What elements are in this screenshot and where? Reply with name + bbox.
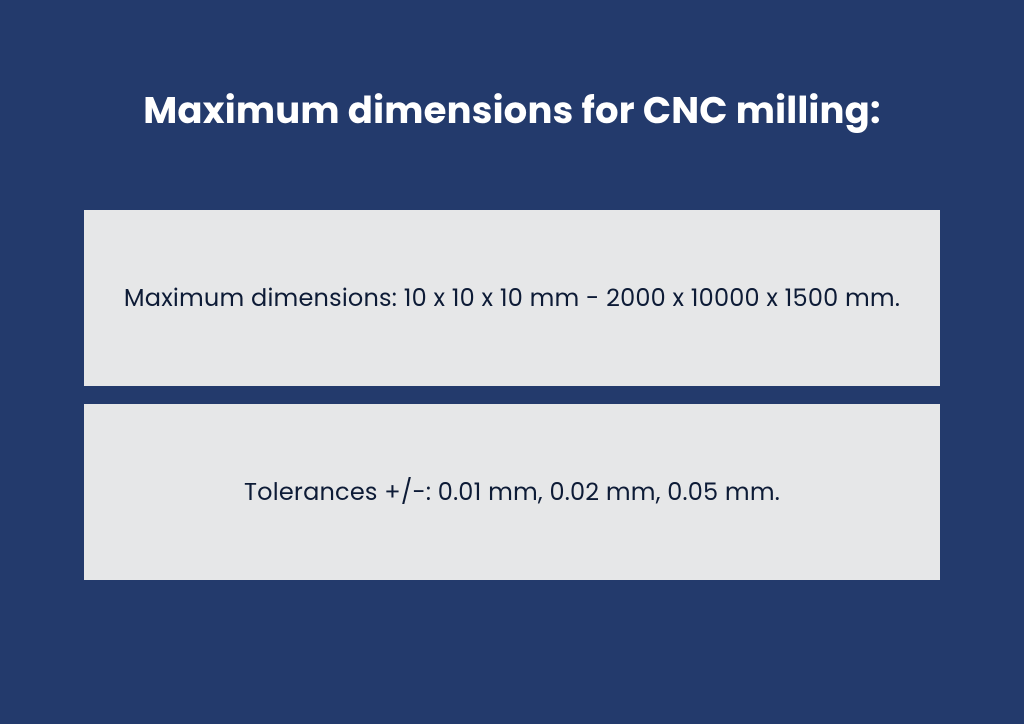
info-card-tolerances: Tolerances +/-: 0.01 mm, 0.02 mm, 0.05 m…: [84, 404, 940, 580]
card-text-tolerances: Tolerances +/-: 0.01 mm, 0.02 mm, 0.05 m…: [244, 475, 780, 510]
card-text-dimensions: Maximum dimensions: 10 x 10 x 10 mm - 20…: [124, 281, 900, 316]
page-title: Maximum dimensions for CNC milling:: [143, 82, 880, 138]
page-container: Maximum dimensions for CNC milling: Maxi…: [0, 0, 1024, 724]
info-card-dimensions: Maximum dimensions: 10 x 10 x 10 mm - 20…: [84, 210, 940, 386]
